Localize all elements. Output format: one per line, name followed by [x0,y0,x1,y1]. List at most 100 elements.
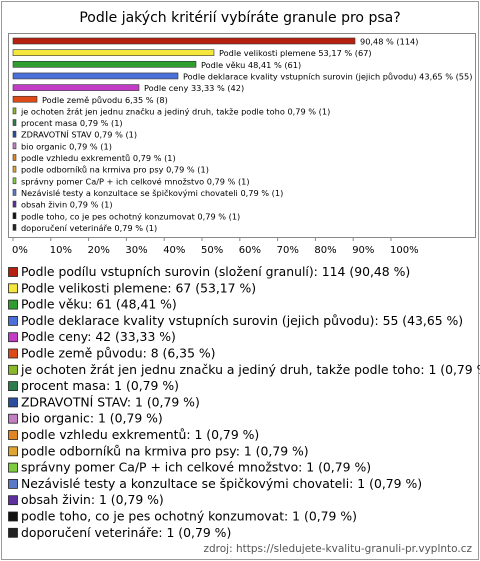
x-tick-label: 40% [163,245,185,256]
bar-category: Podle země původu [42,94,122,104]
legend-label: Podle deklarace kvality vstupních surovi… [21,313,463,328]
legend-swatch [8,446,18,457]
bar-category: Podle velikosti plemene [219,48,316,58]
bar-category: ZDRAVOTNÍ STAV [21,128,92,139]
legend-swatch [8,527,18,538]
bar-category: Podle deklarace kvality vstupních surovi… [183,71,417,81]
bar [12,72,179,80]
bar [12,95,38,103]
bar-value-label: 0,79 % (1) [166,164,209,174]
legend-label: Podle podílu vstupních surovin (složení … [21,264,410,279]
bar [12,84,140,91]
bar-value-label: 0,79 % (1) [70,199,113,209]
x-tick-label: 100% [390,245,419,256]
legend-swatch [8,430,18,440]
bar-label: Podle země původu 6,35 % (8) [42,94,168,104]
legend-swatch [8,267,18,277]
source: zdroj: https://sledujete-kvalitu-granuli… [204,543,473,555]
x-tick-label: 10% [50,245,72,256]
bar-label: 90,48 % (114) [360,36,418,46]
bar-value-label: 90,48 % (114) [360,36,418,46]
legend-swatch [8,511,18,522]
bar-category: Podle ceny [144,83,188,93]
chart-title: Podle jakých kritérií vybíráte granule p… [79,10,400,26]
legend-swatch [8,299,18,310]
bar [12,37,356,45]
legend-swatch [8,364,18,375]
legend-label: obsah živin: 1 (0,79 %) [21,492,164,507]
bar-label: správny pomer Ca/P + ich celkové množstv… [21,176,250,186]
bar [12,60,197,68]
legend-label: podle toho, co je pes ochotný konzumovat… [21,509,357,524]
bar-value-label: 0,79 % (1) [69,141,112,151]
legend-swatch [8,332,18,343]
x-tick-label: 70% [277,245,299,256]
legend-label: je ochoten žrát jen jednu značku a jedin… [20,362,480,377]
bar-category: správny pomer Ca/P + ich celkové množstv… [21,176,204,186]
legend-swatch [8,381,18,392]
bar-label: ZDRAVOTNÍ STAV 0,79 % (1) [21,128,137,139]
bar-value-label: 0,79 % (1) [94,129,137,139]
bar [12,107,17,115]
legend-swatch [8,478,18,489]
bar-value-label: 6,35 % (8) [125,94,168,104]
x-tick-label: 30% [125,245,147,256]
bar-label: je ochoten žrát jen jednu značku a jedin… [20,106,330,116]
legend-swatch [8,413,18,424]
bar-value-label: 48,41 % (61) [248,59,301,69]
bar [12,224,17,231]
bar-label: Podle velikosti plemene 53,17 % (67) [219,48,372,58]
bar-label: obsah živin 0,79 % (1) [21,199,113,209]
legend-label: podle odborníků na krmiva pro psy: 1 (0,… [21,443,309,458]
bar-label: Nezávislé testy a konzultace se špičkový… [21,187,283,197]
bar-category: bio organic [21,141,67,151]
plot-frame [8,33,476,238]
bar-value-label: 33,33 % (42) [191,83,244,93]
bar-category: podle toho, co je pes ochotný konzumovat [21,211,196,221]
bar-label: Podle deklarace kvality vstupních surovi… [183,71,472,81]
x-tick-label: 90% [352,245,374,256]
x-tick-label: 80% [314,245,336,256]
bar-category: je ochoten žrát jen jednu značku a jedin… [20,106,285,116]
bar-label: podle odborníků na krmiva pro psy 0,79 %… [21,164,209,174]
bar-value-label: 0,79 % (1) [114,222,157,232]
bar [12,165,17,173]
bar-value-label: 0,79 % (1) [240,187,283,197]
bar-category: doporučení veterináře [21,222,112,232]
bar-label: podle vzhledu exkrementů 0,79 % (1) [21,153,176,163]
legend-swatch [8,348,18,359]
legend-label: procent masa: 1 (0,79 %) [21,378,179,393]
bar [12,142,17,150]
legend-label: podle vzhledu exkrementů: 1 (0,79 %) [21,427,259,442]
bar-category: podle odborníků na krmiva pro psy [21,164,164,174]
legend-label: ZDRAVOTNÍ STAV: 1 (0,79 %) [21,394,200,409]
bar-category: Podle věku [201,59,245,69]
legend-swatch [8,315,18,326]
x-tick-label: 0% [12,245,28,256]
bar-label: procent masa 0,79 % (1) [21,118,123,128]
bar-label: doporučení veterináře 0,79 % (1) [21,222,157,232]
bar [12,200,17,208]
x-tick-label: 50% [201,245,223,256]
bar [12,177,17,185]
legend-swatch [8,397,18,408]
legend-swatch [8,283,18,294]
legend-label: Podle ceny: 42 (33,33 %) [21,329,176,344]
bar-value-label: 53,17 % (67) [318,48,371,58]
bar-value-label: 0,79 % (1) [133,153,176,163]
bar-label: Podle věku 48,41 % (61) [201,59,301,69]
legend-label: Podle věku: 61 (48,41 %) [21,297,177,312]
bar-category: obsah živin [21,199,67,209]
legend-label: doporučení veterináře: 1 (0,79 %) [21,525,231,540]
bar [12,49,215,56]
legend-label: Nezávislé testy a konzultace se špičkový… [21,476,422,491]
bar-category: procent masa [21,118,77,128]
x-tick-label: 20% [88,245,110,256]
bar-label: Podle ceny 33,33 % (42) [144,83,244,93]
bar-value-label: 0,79 % (1) [207,176,250,186]
legend-swatch [8,462,18,473]
legend-swatch [8,495,18,506]
bar [12,130,17,138]
